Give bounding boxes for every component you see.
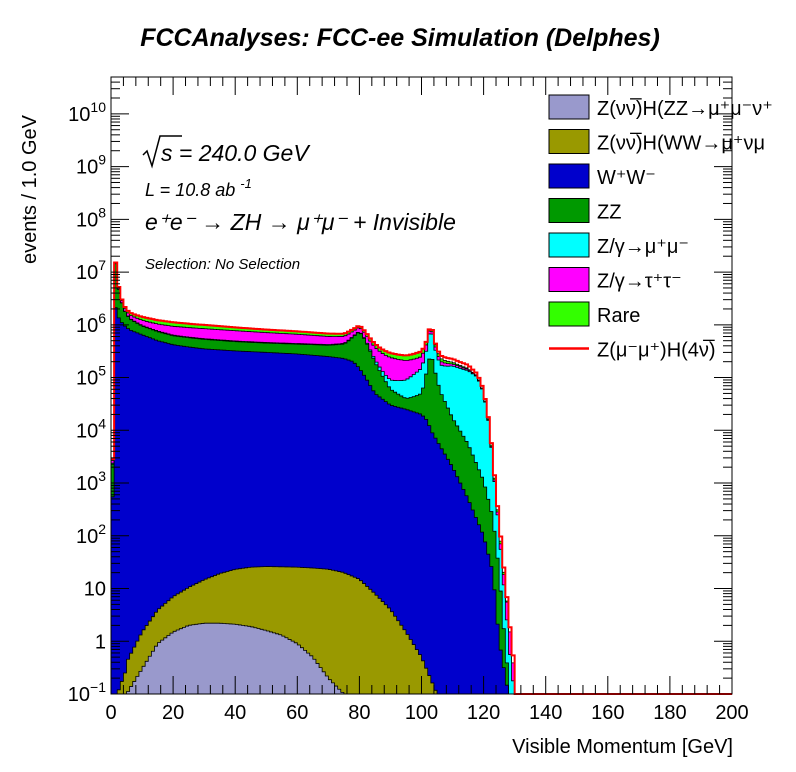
sqrt-symbol xyxy=(142,135,182,169)
process-annotation: e⁺e⁻ → ZH → μ⁺μ⁻ + Invisible xyxy=(145,209,456,235)
y-tick-label: 10−1 xyxy=(68,679,106,706)
legend-swatch-2 xyxy=(548,163,590,189)
legend-swatch-3 xyxy=(548,198,590,223)
y-tick-label: 104 xyxy=(76,415,106,442)
legend-swatch-1 xyxy=(548,129,590,154)
y-tick-label: 106 xyxy=(76,310,106,337)
x-tick-label: 140 xyxy=(529,702,562,724)
x-tick-label: 0 xyxy=(105,702,116,724)
x-tick-label: 80 xyxy=(348,702,370,724)
chart-title: FCCAnalyses: FCC-ee Simulation (Delphes) xyxy=(140,24,660,52)
legend-swatch-4 xyxy=(548,232,590,258)
legend-swatch-5 xyxy=(548,267,590,292)
y-tick-label: 1010 xyxy=(68,99,106,126)
luminosity-annotation: L = 10.8 ab -1 xyxy=(145,176,252,200)
legend-label-3: ZZ xyxy=(597,202,621,224)
annotations: s = 240.0 GeV L = 10.8 ab -1 e⁺e⁻ → ZH →… xyxy=(142,135,456,273)
x-tick-label: 100 xyxy=(405,702,438,724)
y-tick-label: 108 xyxy=(76,204,106,231)
lumi-exponent: -1 xyxy=(240,176,252,191)
legend-label-7: Z(μ⁻μ⁺)H(4ν̅) xyxy=(597,339,716,362)
x-tick-label: 120 xyxy=(467,702,500,724)
legend-label-0: Z(νν̅)H(ZZ→μ⁺μ⁻ν⁺ xyxy=(597,97,773,120)
legend-label-5: Z/γ→τ⁺τ⁻ xyxy=(597,271,682,293)
x-tick-label: 20 xyxy=(162,702,184,724)
legend-label-2: W⁺W⁻ xyxy=(597,167,656,189)
y-axis-label: events / 1.0 GeV xyxy=(19,114,41,264)
y-tick-label: 102 xyxy=(76,521,106,548)
y-tick-label: 103 xyxy=(76,468,106,495)
stacked-histograms xyxy=(110,262,732,695)
legend-swatch-6 xyxy=(548,301,590,327)
x-tick-label: 160 xyxy=(591,702,624,724)
sqrt-s-annotation: s = 240.0 GeV xyxy=(142,135,311,169)
x-axis-label: Visible Momentum [GeV] xyxy=(512,736,733,758)
x-tick-label: 200 xyxy=(715,702,748,724)
selection-annotation: Selection: No Selection xyxy=(145,256,300,273)
axes: 0 20 40 60 80 100 120 140 160 180 200 10−1 1 10 102 103… xyxy=(68,76,749,724)
y-tick-label: 1 xyxy=(95,631,106,653)
y-tick-label: 10 xyxy=(84,579,106,601)
plot-area xyxy=(110,76,733,695)
x-tick-label: 60 xyxy=(286,702,308,724)
x-tick-label: 40 xyxy=(224,702,246,724)
y-tick-label: 107 xyxy=(76,257,106,284)
legend-swatch-0 xyxy=(548,94,590,120)
y-tick-label: 109 xyxy=(76,152,106,179)
lumi-text: L = 10.8 ab xyxy=(145,180,235,200)
sqrt-s-text: s = 240.0 GeV xyxy=(161,140,311,166)
legend-label-1: Z(νν̅)H(WW→μ⁺νμ xyxy=(597,132,765,155)
legend: Z(νν̅)H(ZZ→μ⁺μ⁻ν⁺ Z(νν̅)H(WW→μ⁺νμ W⁺W⁻ ZZ Z/… xyxy=(548,94,773,362)
legend-label-6: Rare xyxy=(597,305,640,327)
y-tick-label: 105 xyxy=(76,363,106,390)
legend-label-4: Z/γ→μ⁺μ⁻ xyxy=(597,236,689,258)
x-tick-label: 180 xyxy=(653,702,686,724)
